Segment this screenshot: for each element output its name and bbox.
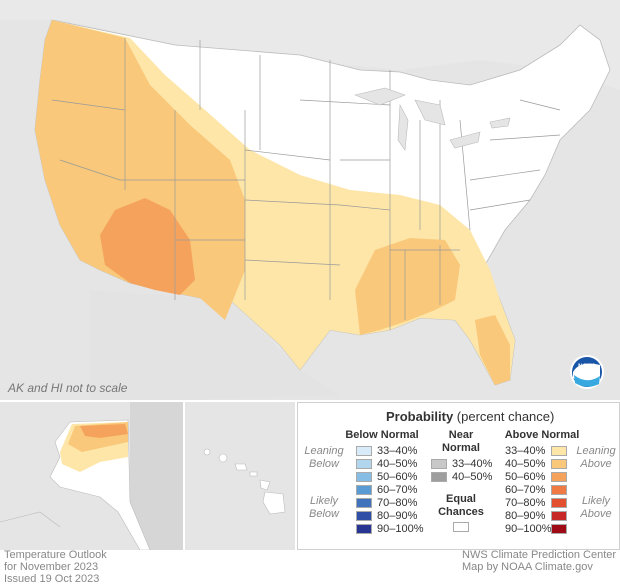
legend-row: 80–90% xyxy=(356,510,424,523)
legend-row: 70–80% xyxy=(505,497,572,510)
legend-row: 40–50% xyxy=(356,458,424,471)
alaska-inset xyxy=(0,402,183,550)
swatch-equal-chances xyxy=(453,522,469,532)
legend-row: 50–60% xyxy=(505,471,572,484)
likely-above-label: Likely Above xyxy=(580,495,612,520)
scale-note: AK and HI not to scale xyxy=(7,381,128,395)
swatch-below-1 xyxy=(356,446,372,457)
legend-row: 90–100% xyxy=(505,523,572,536)
legend-row: 33–40% xyxy=(431,458,492,471)
legend-row: 40–50% xyxy=(431,471,492,484)
legend-row: 60–70% xyxy=(356,484,424,497)
svg-text:NOAA: NOAA xyxy=(578,364,596,370)
likely-below-label: Likely Below xyxy=(309,495,339,520)
leaning-above-label: Leaning Above xyxy=(576,445,616,470)
swatch-below-6 xyxy=(356,511,372,522)
above-normal-heading: Above Normal xyxy=(504,429,580,441)
legend-row: 60–70% xyxy=(505,484,572,497)
above-normal-scale: 33–40% 40–50% 50–60% 60–70% 70–80% 80–90… xyxy=(505,445,572,536)
legend: Probability (percent chance) Below Norma… xyxy=(297,402,620,550)
near-normal-heading: Near Normal xyxy=(442,429,480,454)
legend-row: 33–40% xyxy=(505,445,572,458)
swatch-below-5 xyxy=(356,498,372,509)
outlook-caption: Temperature Outlook for November 2023 Is… xyxy=(4,549,107,585)
region-above-40-50-west xyxy=(35,20,245,320)
region-above-40-50-southeast xyxy=(355,238,460,335)
great-lakes xyxy=(354,87,511,151)
legend-row: 50–60% xyxy=(356,471,424,484)
swatch-below-7 xyxy=(356,524,372,535)
below-normal-scale: 33–40% 40–50% 50–60% 60–70% 70–80% 80–90… xyxy=(356,445,424,536)
swatch-above-7 xyxy=(551,524,567,535)
below-normal-heading: Below Normal xyxy=(345,429,419,441)
legend-row: 90–100% xyxy=(356,523,424,536)
leaning-below-label: Leaning Below xyxy=(304,445,344,470)
hawaii-islands xyxy=(203,448,286,515)
swatch-near-2 xyxy=(431,472,447,483)
hawaii-inset xyxy=(185,402,295,550)
swatch-below-4 xyxy=(356,485,372,496)
swatch-above-3 xyxy=(551,472,567,483)
swatch-near-1 xyxy=(431,459,447,470)
credit-caption: NWS Climate Prediction Center Map by NOA… xyxy=(462,549,617,573)
legend-title: Probability (percent chance) xyxy=(386,409,555,424)
swatch-above-2 xyxy=(551,459,567,470)
legend-row: 80–90% xyxy=(505,510,572,523)
region-above-50-60 xyxy=(100,198,195,295)
swatch-above-1 xyxy=(551,446,567,457)
legend-row: 40–50% xyxy=(505,458,572,471)
legend-row: 70–80% xyxy=(356,497,424,510)
conus-map: AK and HI not to scale NOAA xyxy=(0,0,620,400)
legend-row: 33–40% xyxy=(356,445,424,458)
near-normal-scale: 33–40% 40–50% xyxy=(431,458,492,484)
mexico-land xyxy=(90,290,340,400)
swatch-above-5 xyxy=(551,498,567,509)
equal-chances-heading: Equal Chances xyxy=(438,493,484,518)
noaa-logo: NOAA xyxy=(570,355,604,389)
swatch-below-2 xyxy=(356,459,372,470)
swatch-below-3 xyxy=(356,472,372,483)
swatch-above-4 xyxy=(551,485,567,496)
swatch-above-6 xyxy=(551,511,567,522)
